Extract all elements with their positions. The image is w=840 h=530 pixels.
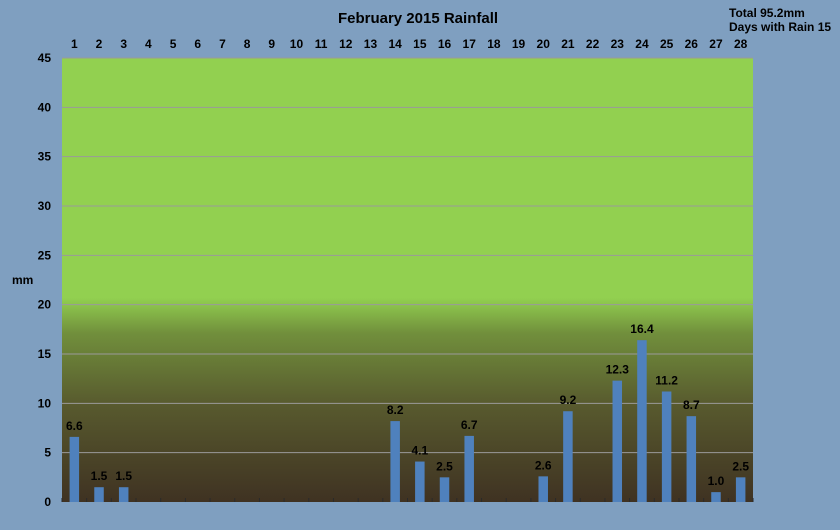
x-tick-label: 16: [438, 37, 452, 51]
x-tick-label: 26: [685, 37, 699, 51]
data-label-day-16: 2.5: [436, 459, 453, 473]
bar-day-3: [118, 487, 129, 502]
x-tick-label: 8: [244, 37, 251, 51]
y-axis-label: mm: [12, 273, 33, 287]
bar-day-16: [439, 477, 450, 502]
bar-day-14: [390, 421, 400, 502]
plot-area: [62, 58, 753, 502]
x-tick-label: 3: [120, 37, 127, 51]
bar-day-21: [563, 411, 573, 502]
x-tick-label: 19: [512, 37, 526, 51]
x-tick-label: 18: [487, 37, 501, 51]
bar-day-2: [94, 487, 104, 502]
y-tick-label: 30: [38, 199, 52, 213]
data-label-day-14: 8.2: [387, 403, 404, 417]
bar-day-27: [711, 492, 721, 502]
chart-title: February 2015 Rainfall: [338, 10, 498, 27]
x-tick-label: 7: [219, 37, 226, 51]
data-label-day-23: 12.3: [606, 363, 630, 377]
y-tick-label: 40: [38, 100, 52, 114]
bar-day-20: [538, 476, 548, 502]
y-tick-label: 15: [38, 347, 52, 361]
data-labels: 6.6 1.5 1.5 8.2 4.1 2.5 6.7 2.6 9.2 12.3 16.4 11.2 8…: [66, 322, 749, 488]
data-label-day-25: 11.2: [655, 373, 678, 387]
y-tick-label: 45: [38, 51, 52, 65]
x-tick-label: 5: [170, 37, 177, 51]
x-tick-label: 10: [290, 37, 304, 51]
bar-day-25: [661, 391, 672, 502]
bar-day-26: [686, 416, 697, 502]
x-tick-label: 21: [561, 37, 575, 51]
data-label-day-15: 4.1: [411, 444, 428, 458]
data-label-day-24: 16.4: [630, 322, 654, 336]
bar-day-24: [637, 340, 647, 502]
x-tick-label: 13: [364, 37, 378, 51]
data-label-day-28: 2.5: [732, 459, 749, 473]
x-tick-label: 2: [96, 37, 103, 51]
x-tick-label: 12: [339, 37, 353, 51]
x-tick-label: 1: [71, 37, 78, 51]
bar-day-28: [735, 477, 746, 502]
x-tick-label: 6: [194, 37, 201, 51]
y-tick-label: 5: [44, 446, 51, 460]
data-label-day-3: 1.5: [115, 469, 132, 483]
x-tick-label: 17: [463, 37, 477, 51]
total-rainfall-text: Total 95.2mm: [729, 6, 805, 20]
data-label-day-17: 6.7: [461, 418, 478, 432]
x-tick-label: 15: [413, 37, 427, 51]
x-tick-label: 4: [145, 37, 152, 51]
data-label-day-2: 1.5: [91, 469, 108, 483]
bar-day-23: [612, 380, 623, 502]
x-axis-ticks: 1 2 3 4 5 6 7 8 9 10 11 12 13 14 15 16 17 18 19 20 21 22 23 24 2…: [71, 37, 748, 51]
data-label-day-26: 8.7: [683, 398, 700, 412]
x-tick-label: 25: [660, 37, 674, 51]
x-tick-label: 24: [635, 37, 649, 51]
x-tick-label: 28: [734, 37, 748, 51]
data-label-day-1: 6.6: [66, 419, 83, 433]
x-tick-label: 22: [586, 37, 600, 51]
x-tick-label: 14: [388, 37, 402, 51]
x-tick-label: 20: [537, 37, 551, 51]
x-tick-label: 9: [268, 37, 275, 51]
gridlines: [61, 57, 754, 502]
x-tick-label: 23: [611, 37, 625, 51]
data-label-day-20: 2.6: [535, 458, 552, 472]
y-tick-label: 10: [38, 396, 52, 410]
data-label-day-21: 9.2: [560, 393, 577, 407]
bar-day-1: [69, 436, 80, 502]
y-axis-ticks: 0 5 10 15 20 25 30 35 40 45: [38, 51, 52, 509]
y-tick-label: 20: [38, 298, 52, 312]
y-tick-label: 0: [44, 495, 51, 509]
y-tick-label: 35: [38, 150, 52, 164]
bars: [69, 340, 746, 502]
x-tick-label: 11: [315, 37, 328, 51]
bar-day-17: [464, 435, 474, 502]
data-label-day-27: 1.0: [708, 474, 725, 488]
bar-day-15: [415, 461, 425, 502]
y-tick-label: 25: [38, 248, 52, 262]
x-tick-label: 27: [709, 37, 723, 51]
days-with-rain-text: Days with Rain 15: [729, 20, 831, 34]
